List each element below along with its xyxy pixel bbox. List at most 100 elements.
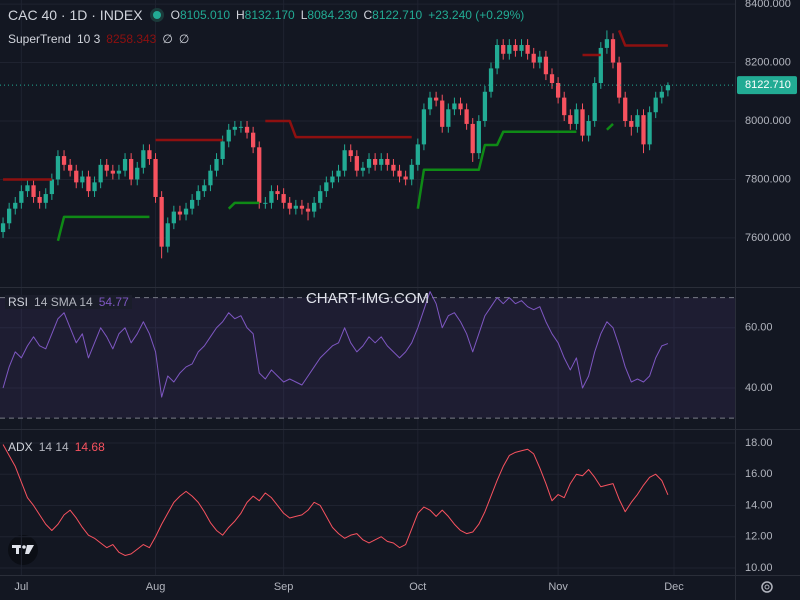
candle-body [141, 150, 146, 168]
ohlc-label: L [300, 8, 308, 22]
y-tick-label: 8400.000 [745, 0, 791, 10]
candle-body [372, 158, 378, 165]
candle-body [86, 176, 91, 192]
candle-body [665, 85, 671, 91]
y-tick-label: 60.00 [745, 322, 773, 334]
candle-body [135, 167, 140, 180]
y-tick-label: 12.00 [745, 531, 773, 543]
y-tick-label: 10.00 [745, 562, 773, 574]
candle-body [403, 176, 408, 180]
ohlc-value: 8084.230 [307, 8, 358, 22]
candle-body [98, 164, 103, 183]
candle-body [43, 194, 48, 203]
candle-body [238, 126, 244, 128]
candle-body [110, 170, 115, 174]
candle-body [92, 182, 97, 192]
candle-body [519, 45, 524, 51]
candle-body [385, 158, 390, 165]
ohlc-value: 8122.710 [372, 8, 423, 22]
candle-body [543, 56, 549, 75]
settings-icon[interactable] [761, 581, 773, 593]
band-fill [0, 297, 735, 419]
candle-body [452, 103, 457, 110]
candle-body [354, 156, 359, 171]
candle-body [562, 97, 567, 116]
candle-body [348, 150, 353, 157]
supertrend-line [3, 29, 668, 181]
candle-body [196, 191, 201, 200]
candle-body [598, 47, 603, 84]
ohlc-low: L 8084.230 [301, 8, 358, 22]
y-tick-label: 40.00 [745, 382, 773, 394]
candle-body [586, 120, 591, 136]
candle-body [275, 191, 280, 195]
x-tick-label: Oct [409, 581, 426, 593]
candle-body [61, 156, 67, 165]
candle-body [415, 144, 420, 165]
candle-body [257, 147, 262, 203]
candle-body [293, 205, 298, 209]
candle-body [482, 91, 488, 121]
candle-body [49, 179, 54, 195]
indicator-name: SuperTrend [8, 32, 71, 46]
candle-body [568, 115, 573, 124]
indicator-params: 14 14 [38, 440, 69, 454]
candle-body [104, 164, 109, 171]
indicator-line [2, 291, 669, 398]
candle-body [440, 100, 445, 127]
candle-body [311, 202, 317, 212]
candle-body [531, 53, 536, 63]
tv-logo [8, 535, 38, 565]
candle-body [202, 185, 207, 192]
candle-body [305, 208, 311, 212]
x-tick-label: Sep [274, 581, 294, 593]
supertrend-legend: SuperTrend 10 3 8258.343 ∅ ∅ [8, 32, 189, 46]
candle-body [68, 164, 73, 171]
candle-body [641, 115, 646, 145]
candle-body [165, 223, 170, 247]
candle-body [37, 196, 42, 203]
candle-body [494, 45, 500, 69]
candle-body [391, 164, 396, 171]
y-tick-label: 7800.000 [745, 173, 791, 185]
y-tick-label: 8200.000 [745, 56, 791, 68]
symbol-title: CAC 40 · 1D · INDEX [8, 7, 143, 23]
candle-body [330, 176, 335, 183]
market-status [152, 11, 161, 19]
candle-body [360, 167, 366, 171]
x-tick-label: Nov [548, 581, 568, 593]
candle-body [647, 112, 652, 145]
candle-body [427, 97, 433, 110]
candle-body [122, 158, 128, 171]
candle-body [476, 120, 481, 154]
last-price-tag [737, 76, 797, 95]
candle-body [446, 109, 451, 127]
y-tick-label: 18.00 [745, 437, 773, 449]
y-tick-label: 7600.000 [745, 232, 791, 244]
candle-body [501, 45, 506, 54]
watermark: CHART-IMG.COM [305, 290, 430, 307]
candle-body [366, 158, 372, 168]
candle-body [129, 158, 134, 180]
candle-body [342, 150, 347, 171]
candle-body [653, 97, 658, 113]
candle-body [159, 196, 164, 247]
ohlc-high: H 8132.170 [236, 8, 295, 22]
candle-body [336, 170, 341, 177]
candle-body [604, 39, 610, 48]
y-tick-label: 16.00 [745, 468, 773, 480]
change: +23.240 (+0.29%) [428, 8, 525, 22]
candle-body [74, 170, 79, 183]
candle-body [287, 202, 292, 209]
candle-body [31, 185, 36, 197]
candle-body [537, 56, 542, 63]
candle-body [269, 191, 274, 203]
indicator-name: RSI [8, 295, 29, 309]
ohlc-label: O [170, 8, 180, 22]
indicator-line [2, 444, 669, 556]
candle-body [580, 109, 585, 136]
candle-body [421, 109, 427, 145]
candle-body [7, 208, 12, 224]
